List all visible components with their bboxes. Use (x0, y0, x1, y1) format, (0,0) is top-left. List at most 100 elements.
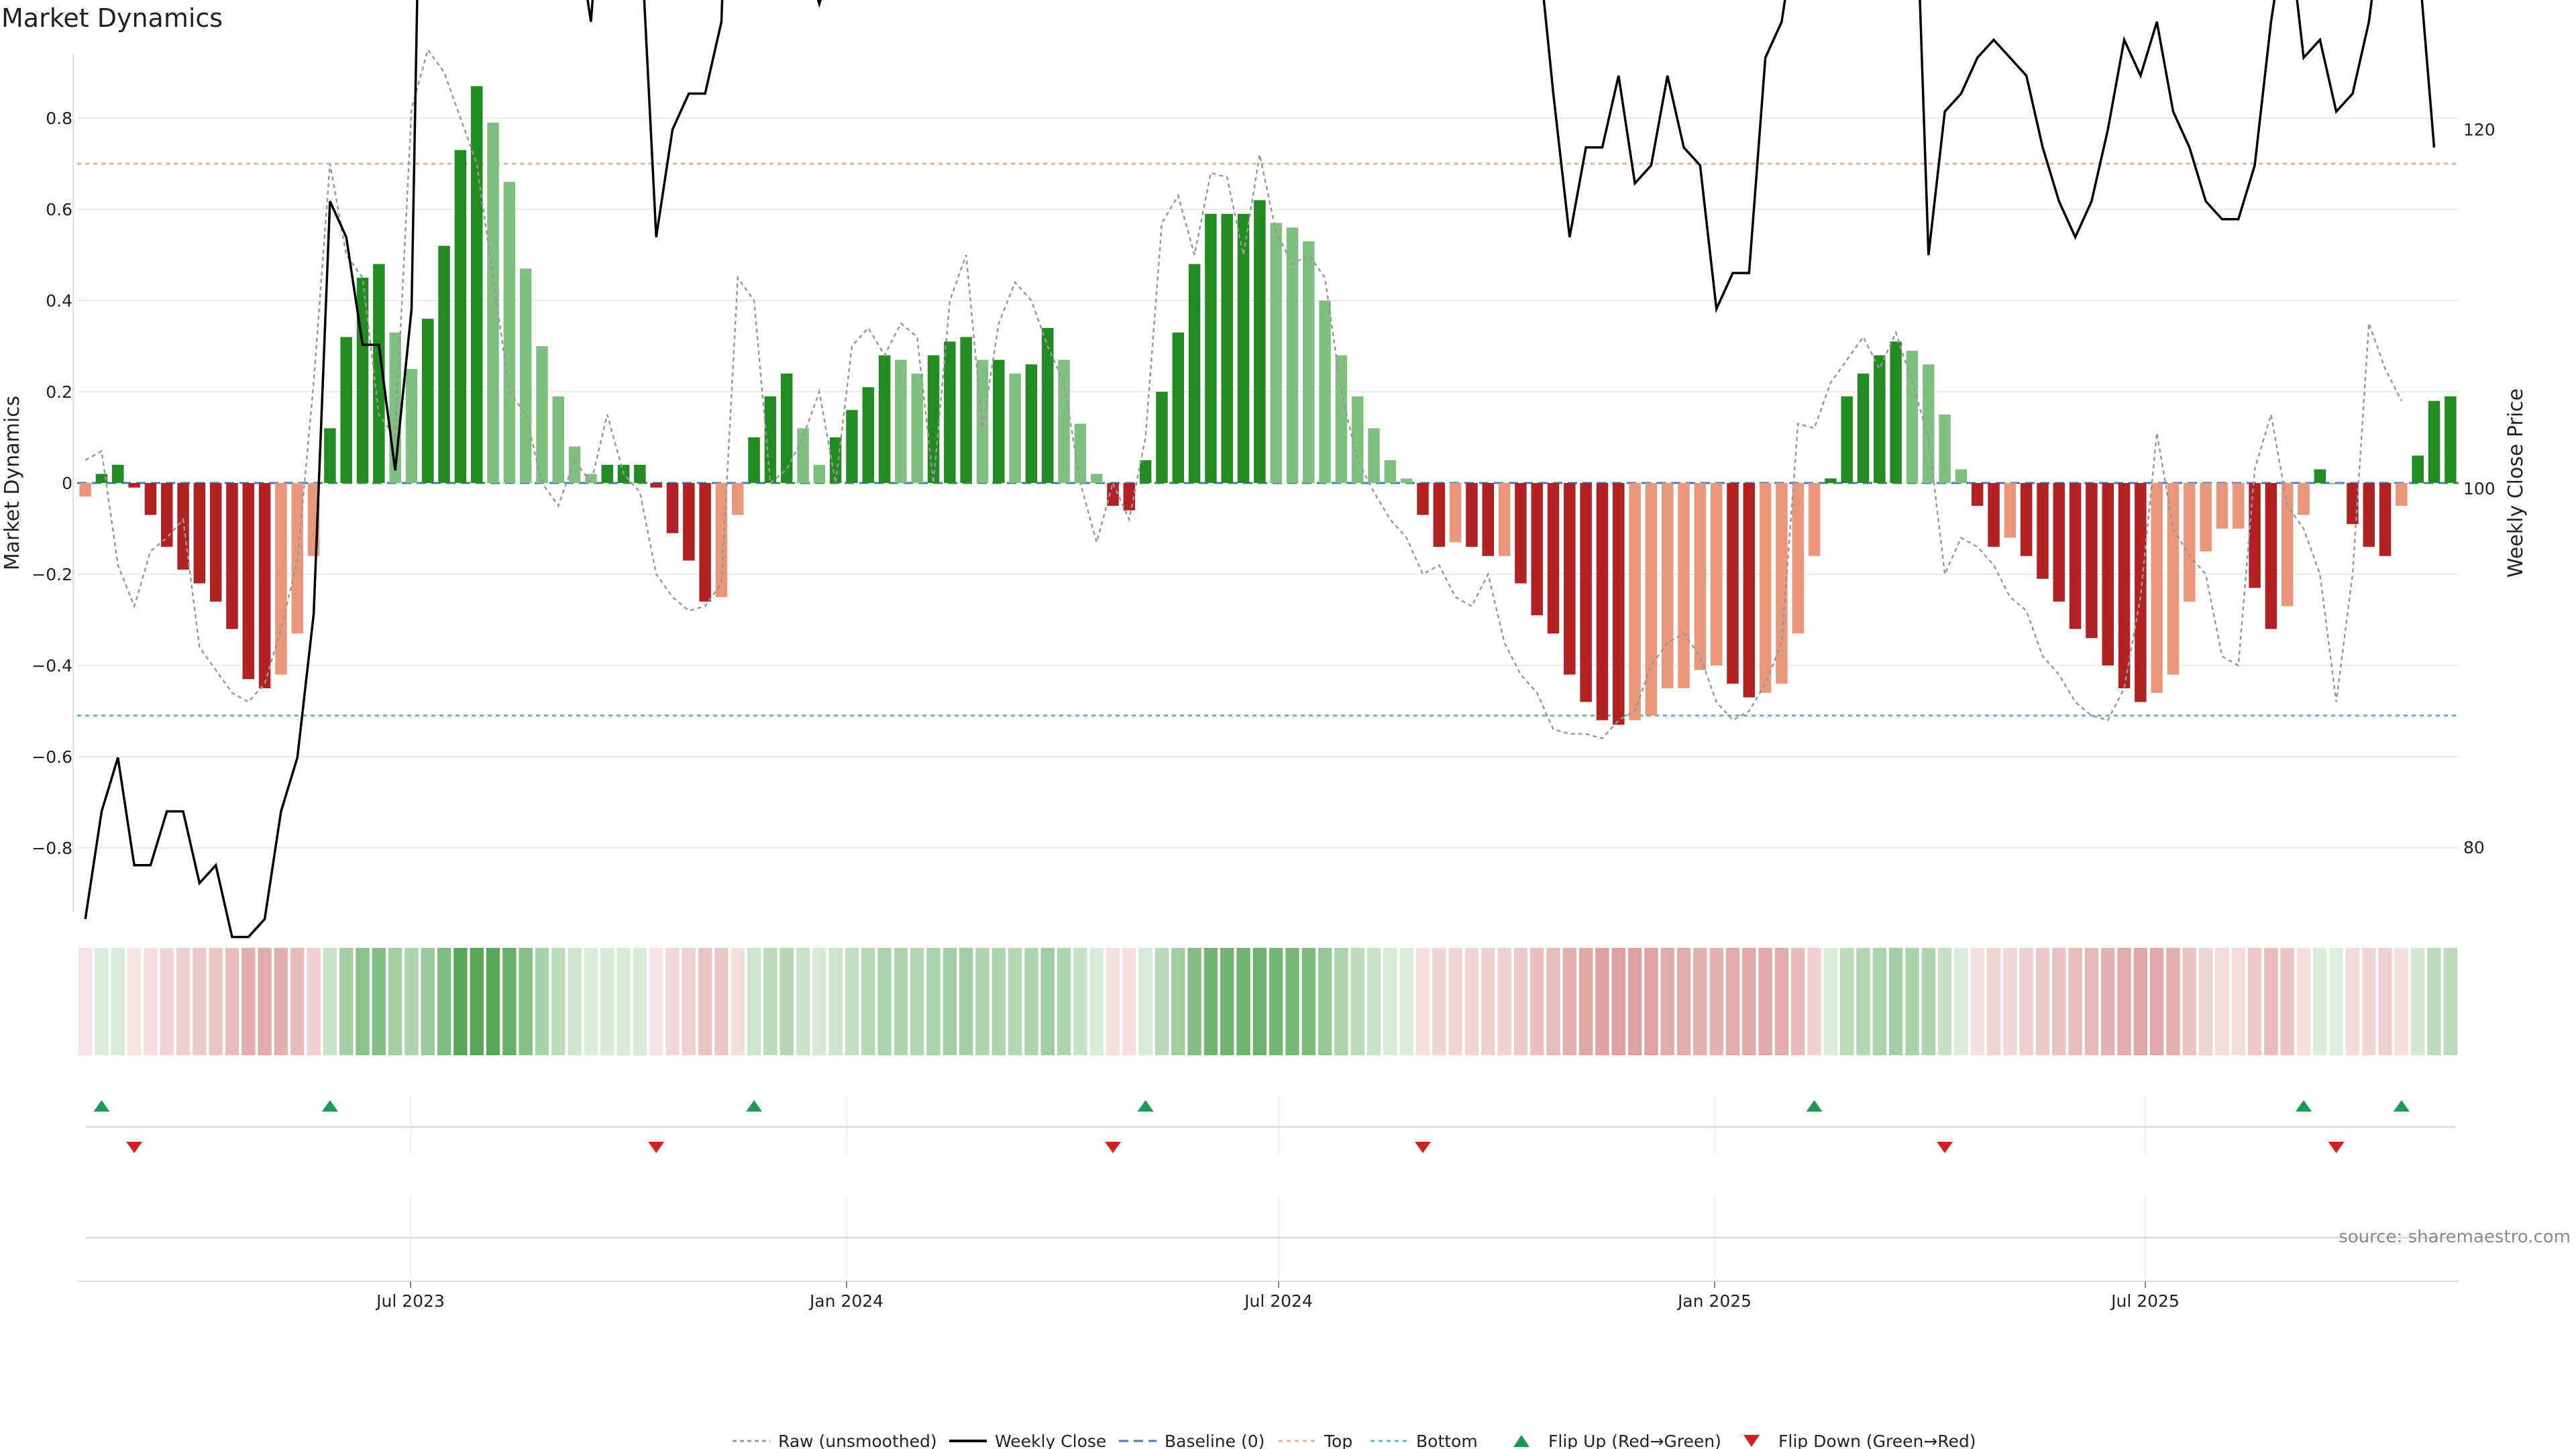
left-tick-label: 0.4 (46, 291, 72, 311)
dynamics-bar (2396, 483, 2408, 506)
heat-cell (959, 948, 973, 1055)
dynamics-bar (193, 483, 206, 584)
heat-cell (1464, 948, 1479, 1055)
heat-cell (568, 948, 582, 1055)
dynamics-bar (2249, 483, 2261, 588)
dynamics-bar (324, 428, 336, 483)
dynamics-bar (209, 483, 222, 602)
dynamics-bar (764, 396, 777, 483)
dynamics-bar (1841, 396, 1853, 483)
heat-cell (1970, 948, 1984, 1055)
legend-label: Weekly Close (995, 1432, 1106, 1449)
legend-label: Flip Up (Red→Green) (1548, 1432, 1721, 1449)
flip-down-marker (1105, 1142, 1122, 1153)
x-tick-label: Jul 2023 (375, 1291, 445, 1311)
dynamics-bar (144, 483, 157, 515)
heat-cell (2019, 948, 2033, 1055)
heat-cell (1432, 948, 1446, 1055)
dynamics-bar (1172, 332, 1185, 483)
dynamics-bar (1498, 483, 1511, 556)
heat-cell (372, 948, 386, 1055)
x-tick-label: Jan 2025 (1676, 1291, 1752, 1311)
dynamics-bar (1041, 327, 1054, 483)
heat-cell (731, 948, 745, 1055)
dynamics-bar (2347, 483, 2359, 525)
heat-cell (2313, 948, 2327, 1055)
left-axis-label: Market Dynamics (1, 396, 24, 571)
dynamics-bar (1351, 396, 1364, 483)
dynamics-bar (568, 446, 581, 483)
heat-cell (1611, 948, 1625, 1055)
dynamics-bar (1237, 213, 1250, 483)
heat-cell (144, 948, 158, 1055)
dynamics-bar (846, 410, 858, 483)
heat-cell (209, 948, 223, 1055)
right-axis-label: Weekly Close Price (2504, 388, 2528, 578)
right-tick-label: 80 (2463, 838, 2485, 857)
heat-cell (894, 948, 908, 1055)
left-tick-label: −0.6 (32, 747, 72, 767)
heat-cell (698, 948, 712, 1055)
heat-cell (1285, 948, 1299, 1055)
heat-cell (1122, 948, 1136, 1055)
dynamics-bar (1482, 483, 1495, 556)
heat-cell (274, 948, 288, 1055)
dynamics-bar (1613, 483, 1625, 725)
heat-cell (1742, 948, 1756, 1055)
dynamics-bar (1857, 373, 1870, 483)
heat-cell (861, 948, 875, 1055)
heat-cell (95, 948, 109, 1055)
dynamics-bar (1564, 483, 1576, 675)
dynamics-bar (2281, 483, 2294, 606)
legend-label: Top (1324, 1432, 1352, 1449)
dynamics-bar (470, 86, 483, 483)
weekly-close-line (84, 0, 2436, 938)
dynamics-bar (2330, 483, 2343, 484)
heat-cell (1562, 948, 1577, 1055)
heat-cell (991, 948, 1006, 1055)
legend-label: Bottom (1416, 1432, 1478, 1449)
dynamics-bar (373, 264, 385, 483)
heat-cell (926, 948, 941, 1055)
dynamics-bar (1270, 223, 1282, 483)
dynamics-bar (2184, 483, 2196, 602)
flip-up-marker (321, 1100, 338, 1112)
heat-cell (975, 948, 989, 1055)
heat-cell (1383, 948, 1397, 1055)
heat-cell (437, 948, 451, 1055)
heat-cell (1008, 948, 1022, 1055)
dynamics-bar (1254, 200, 1266, 483)
heat-cell (1758, 948, 1772, 1055)
heat-cell (535, 948, 549, 1055)
legend-swatch-flip-up (1513, 1435, 1529, 1447)
dynamics-bar (2298, 483, 2310, 515)
right-tick-label: 120 (2463, 120, 2496, 140)
dynamics-bar (683, 483, 695, 561)
legend-swatch-flip-down (1743, 1435, 1760, 1447)
dynamics-bar (1335, 355, 1348, 483)
heat-cell (1399, 948, 1413, 1055)
heat-cell (1546, 948, 1560, 1055)
heat-cell (1448, 948, 1462, 1055)
heat-cell (2215, 948, 2229, 1055)
heat-cell (1937, 948, 1952, 1055)
dynamics-bar (1156, 392, 1168, 483)
flip-down-marker (1414, 1142, 1431, 1153)
flip-up-marker (1137, 1100, 1154, 1112)
dynamics-bar (2232, 483, 2245, 529)
heat-cell (78, 948, 93, 1055)
dynamics-bar (1384, 460, 1397, 483)
dynamics-bar (503, 182, 516, 483)
heat-cell (241, 948, 256, 1055)
dynamics-bar (356, 278, 369, 483)
dynamics-bar (1759, 483, 1772, 693)
lower-panel (77, 1195, 2459, 1282)
dynamics-bar (1792, 483, 1804, 634)
left-tick-label: 0.6 (46, 200, 72, 219)
dynamics-bar (1906, 350, 1919, 483)
heat-cell (2231, 948, 2245, 1055)
dynamics-bar (1139, 460, 1152, 483)
heat-cell (2117, 948, 2131, 1055)
dynamics-bar (911, 373, 923, 483)
threshold-lines (77, 162, 2459, 717)
